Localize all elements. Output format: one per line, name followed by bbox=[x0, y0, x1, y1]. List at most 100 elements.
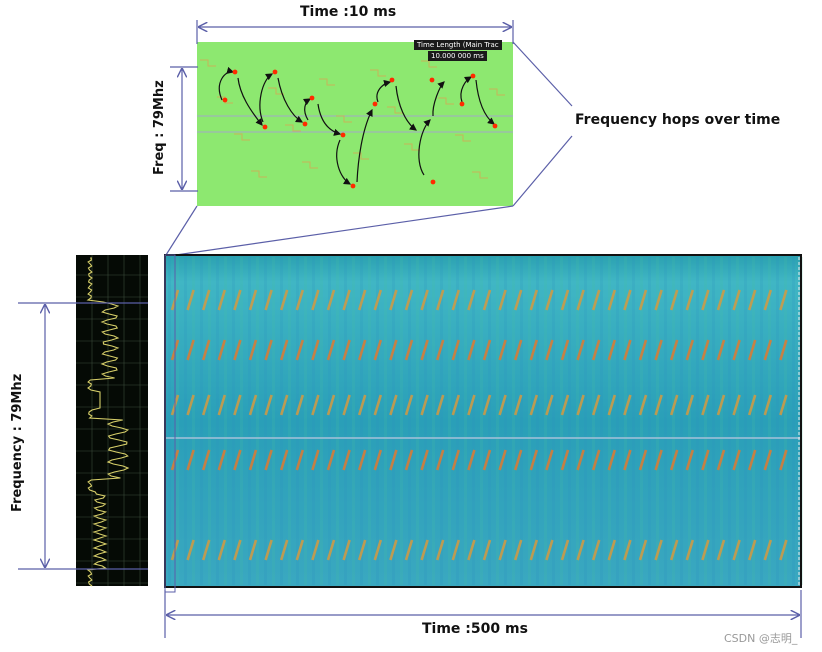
texture-column bbox=[240, 257, 243, 585]
spectrum-strip bbox=[76, 255, 148, 587]
hop-arrow bbox=[317, 103, 342, 136]
texture-column bbox=[208, 257, 211, 585]
hop-band-mark bbox=[295, 539, 305, 561]
main-spectrogram bbox=[164, 254, 803, 593]
texture-column bbox=[328, 257, 331, 585]
hop-band-mark bbox=[435, 339, 445, 361]
hop-band-mark bbox=[779, 539, 788, 561]
hop-band-mark bbox=[217, 539, 227, 561]
hop-band-mark bbox=[701, 394, 710, 416]
badge-value: 10.000 000 ms bbox=[428, 51, 487, 61]
hop-band-mark bbox=[217, 289, 227, 311]
hop-band-mark bbox=[404, 539, 414, 561]
hop-band-mark bbox=[279, 539, 289, 561]
hop-band-mark bbox=[389, 339, 398, 361]
faint-trace bbox=[472, 171, 488, 179]
texture-column bbox=[432, 257, 435, 585]
hop-band-mark bbox=[389, 449, 398, 471]
texture-column bbox=[560, 257, 563, 585]
texture-column bbox=[312, 257, 315, 585]
hop-band-mark bbox=[607, 289, 617, 311]
hop-dot bbox=[372, 101, 378, 107]
texture-column bbox=[360, 257, 363, 585]
texture-column bbox=[352, 257, 355, 585]
hop-band-mark bbox=[701, 539, 710, 561]
hop-band-mark bbox=[357, 289, 367, 311]
hop-band-mark bbox=[233, 339, 242, 361]
texture-column bbox=[544, 257, 547, 585]
texture-column bbox=[376, 257, 379, 585]
hop-band-mark bbox=[654, 339, 663, 361]
hop-band-mark bbox=[217, 449, 227, 471]
hop-band-mark bbox=[669, 289, 679, 311]
hop-band-mark bbox=[747, 539, 757, 561]
hop-band-mark bbox=[576, 539, 585, 561]
hop-band-mark bbox=[482, 394, 492, 416]
hop-dot bbox=[302, 121, 308, 127]
hop-band-mark bbox=[716, 339, 726, 361]
texture-column bbox=[680, 257, 683, 585]
hop-band-mark bbox=[404, 394, 414, 416]
texture-column bbox=[416, 257, 419, 585]
texture-column bbox=[656, 257, 659, 585]
hop-dot bbox=[222, 97, 228, 103]
frequency-hops-label: Frequency hops over time bbox=[575, 112, 781, 128]
texture-column bbox=[232, 257, 235, 585]
texture-column bbox=[552, 257, 555, 585]
texture-column bbox=[664, 257, 667, 585]
badge-title: Time Length (Main Trac bbox=[414, 40, 502, 50]
hop-arrow bbox=[418, 119, 431, 176]
hop-arrow bbox=[336, 139, 352, 185]
hop-band-mark bbox=[498, 289, 507, 311]
texture-column bbox=[200, 257, 203, 585]
hop-band-mark bbox=[591, 394, 601, 416]
texture-column bbox=[776, 257, 779, 585]
texture-column bbox=[344, 257, 347, 585]
texture-column bbox=[648, 257, 651, 585]
faint-trace bbox=[387, 106, 403, 114]
texture-column bbox=[760, 257, 763, 585]
hop-band-mark bbox=[389, 394, 398, 416]
hop-band-mark bbox=[279, 289, 289, 311]
hop-band-mark bbox=[279, 339, 289, 361]
texture-column bbox=[768, 257, 771, 585]
hop-band-mark bbox=[607, 394, 617, 416]
faint-trace bbox=[251, 170, 267, 178]
hop-band-mark bbox=[264, 339, 273, 361]
hop-band-mark bbox=[201, 539, 211, 561]
hop-band-mark bbox=[435, 449, 445, 471]
bottom-time-dimension bbox=[164, 590, 802, 638]
faint-trace bbox=[455, 134, 471, 142]
hop-dot bbox=[262, 124, 268, 130]
texture-column bbox=[288, 257, 291, 585]
texture-column bbox=[336, 257, 339, 585]
hop-band-mark bbox=[498, 394, 507, 416]
hop-band-mark bbox=[529, 394, 539, 416]
hop-band-mark bbox=[545, 339, 554, 361]
hop-arrow bbox=[237, 77, 263, 126]
bottom-time-label: Time :500 ms bbox=[422, 621, 528, 637]
hop-band-mark bbox=[513, 339, 523, 361]
texture-column bbox=[192, 257, 195, 585]
hop-band-mark bbox=[747, 449, 757, 471]
hop-band-mark bbox=[233, 394, 242, 416]
texture-column bbox=[216, 257, 219, 585]
hop-band-mark bbox=[186, 339, 195, 361]
texture-column bbox=[488, 257, 491, 585]
hop-band-mark bbox=[342, 539, 351, 561]
top-freq-dimension bbox=[170, 66, 198, 192]
hop-dot bbox=[232, 69, 238, 75]
texture-column bbox=[536, 257, 539, 585]
hop-band-mark bbox=[732, 539, 741, 561]
hop-band-mark bbox=[279, 449, 289, 471]
texture-column bbox=[520, 257, 523, 585]
hop-band-mark bbox=[467, 394, 476, 416]
hop-band-mark bbox=[201, 394, 211, 416]
hop-band-mark bbox=[560, 394, 570, 416]
hop-band-mark bbox=[498, 339, 507, 361]
hop-band-mark bbox=[357, 539, 367, 561]
hop-band-mark bbox=[732, 394, 741, 416]
texture-column bbox=[464, 257, 467, 585]
hop-band-mark bbox=[435, 289, 445, 311]
hop-band-mark bbox=[623, 539, 632, 561]
